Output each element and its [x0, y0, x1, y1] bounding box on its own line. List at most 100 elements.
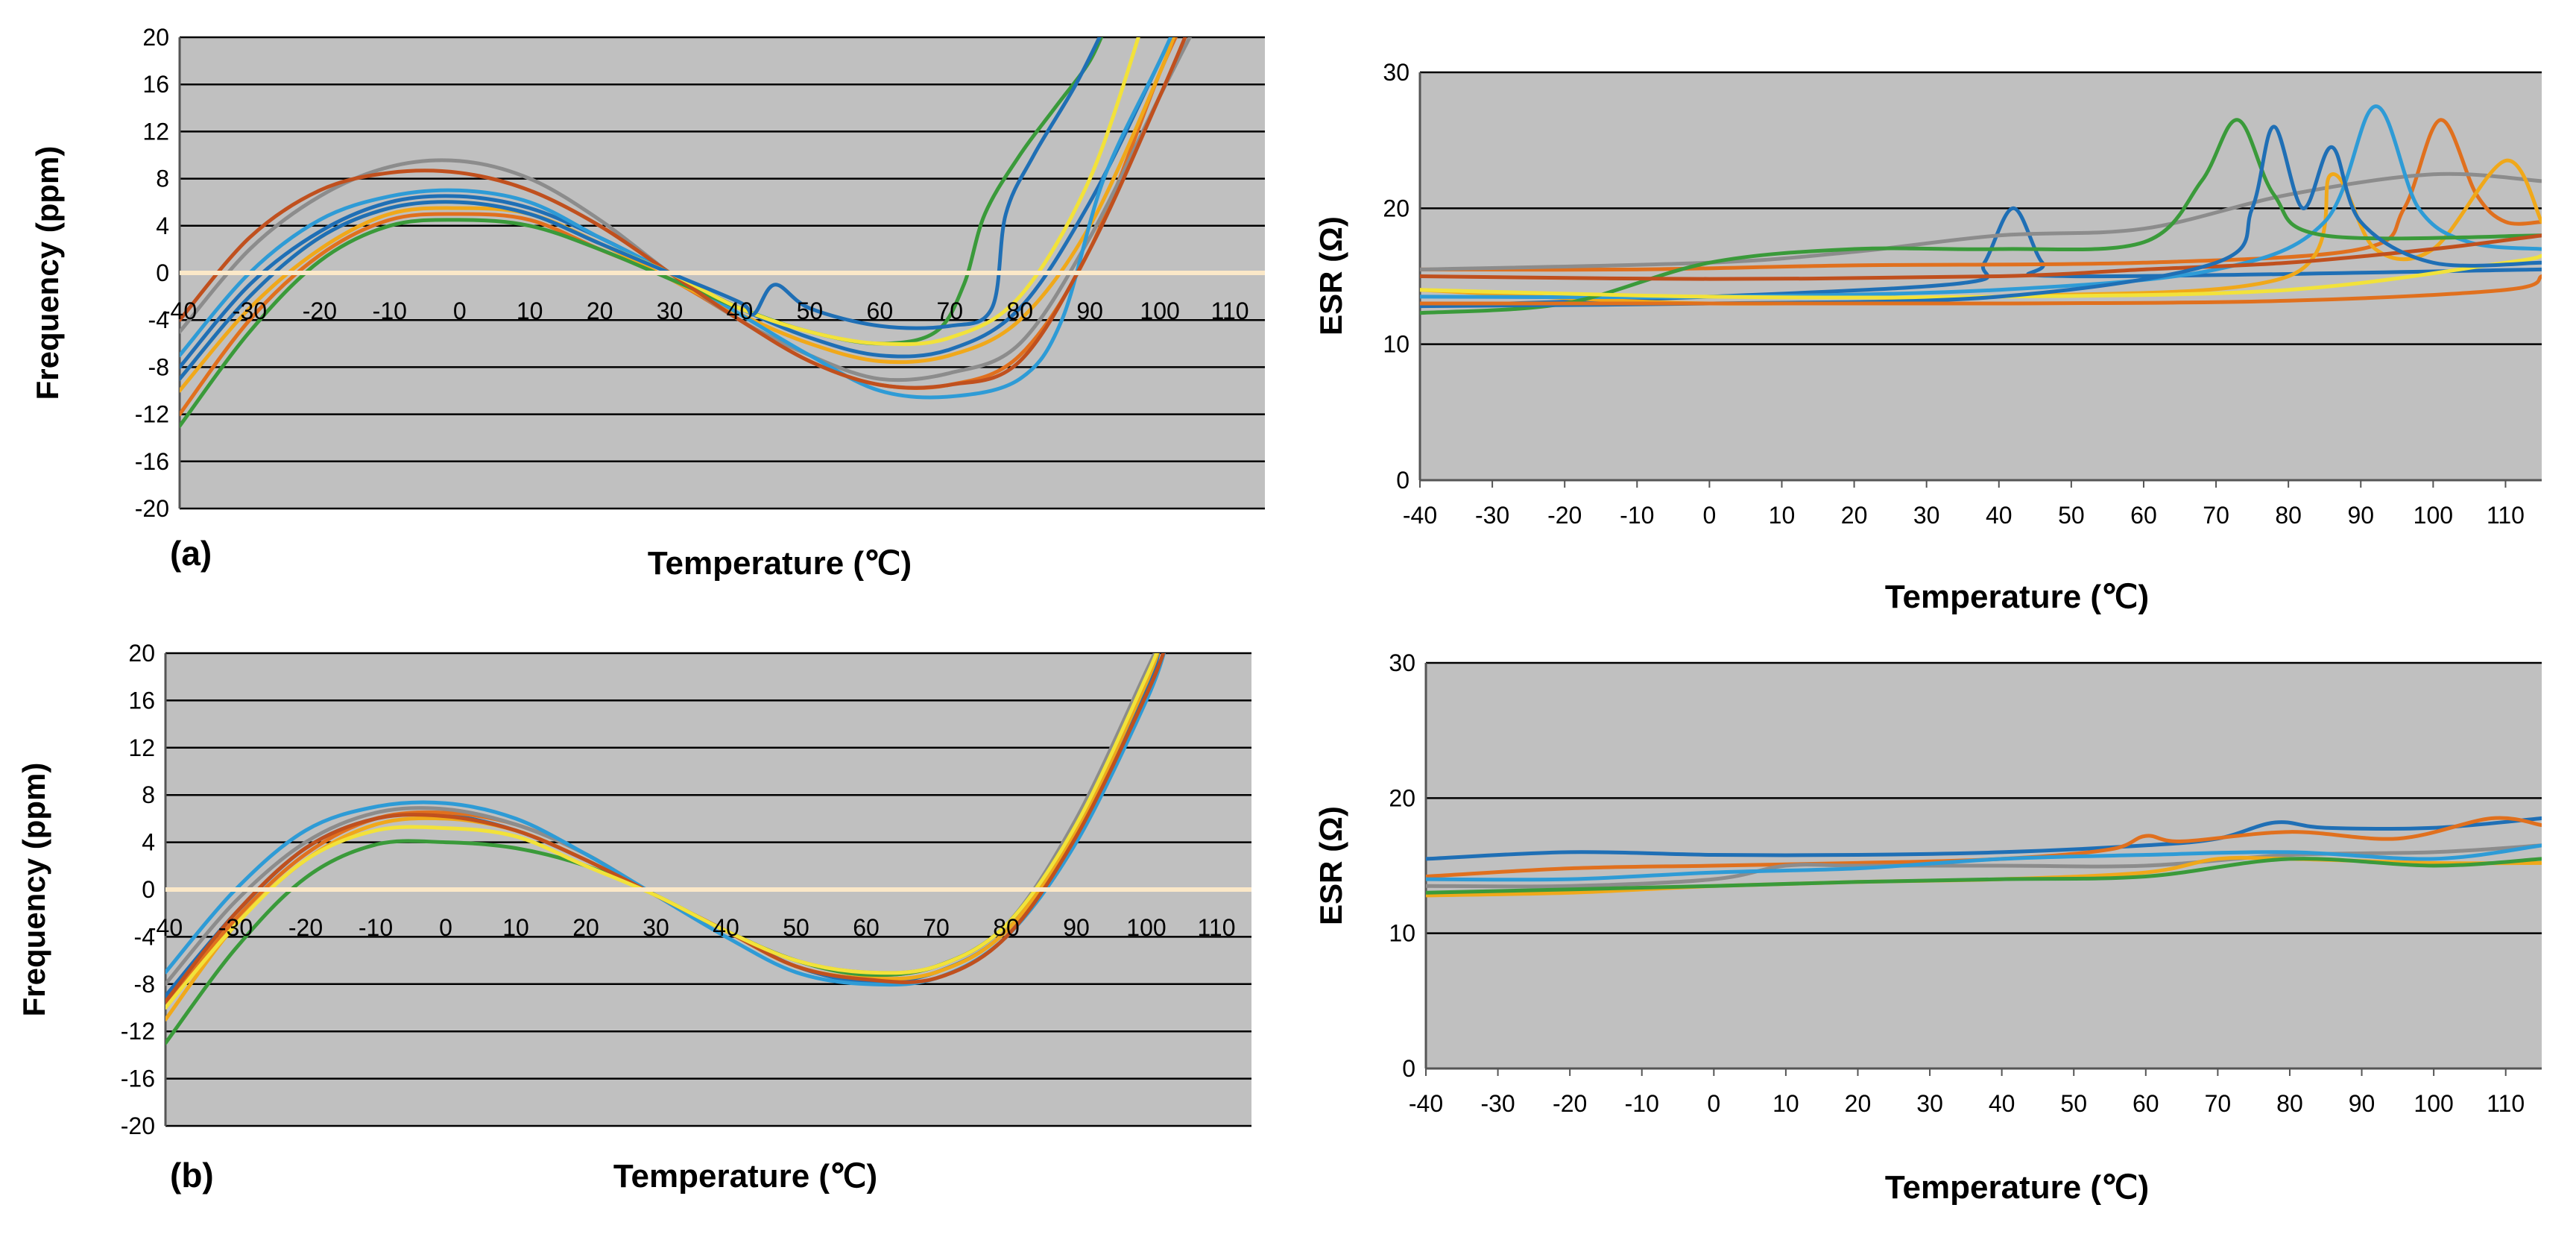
y-tick-label-1: 16: [142, 71, 169, 98]
x-tick-label-6: 20: [587, 298, 613, 324]
y-axis-label: Frequency (ppm): [30, 146, 65, 400]
grid-lines: [1424, 661, 2542, 1076]
y-tick-label-2: 12: [142, 118, 169, 145]
x-tick-label-3: -10: [1625, 1090, 1659, 1117]
x-axis-label: Temperature (℃): [1885, 579, 2149, 615]
chart-frequency-b: -40 -30 -20 -10 0 10 20 30 40 50 60 70 80 90 100 110 20…: [16, 640, 1251, 1194]
x-tick-label-10: 60: [2130, 502, 2157, 529]
y-tick-label-3: 30: [1389, 649, 1415, 676]
y-tick-label-3: 8: [156, 166, 169, 192]
x-tick-labels: -40 -30 -20 -10 0 10 20 30 40 50 60 70 80 90 100 110: [1403, 502, 2525, 529]
x-tick-label-7: 30: [657, 298, 684, 324]
x-tick-label-2: -20: [288, 914, 323, 941]
x-tick-label-10: 60: [867, 298, 894, 324]
x-tick-label-6: 20: [1845, 1090, 1872, 1117]
y-tick-label-8: -12: [135, 401, 169, 428]
y-tick-label-9: -16: [135, 448, 169, 475]
x-tick-label-2: -20: [1547, 502, 1582, 529]
x-tick-label-9: 50: [783, 914, 809, 941]
y-tick-label-2: 12: [128, 734, 155, 761]
x-tick-label-4: 0: [1707, 1090, 1720, 1117]
y-axis-label: Frequency (ppm): [16, 763, 51, 1017]
x-tick-label-8: 40: [713, 914, 739, 941]
series-line-s7: [1420, 233, 2542, 281]
x-tick-label-0: -40: [1403, 502, 1437, 529]
x-tick-label-3: -10: [1620, 502, 1654, 529]
series-line-s9: [180, 37, 1102, 381]
series-line-s7: [180, 37, 1187, 390]
y-tick-label-2: 20: [1383, 195, 1409, 221]
series-layer: [1420, 104, 2542, 315]
x-tick-label-0: -40: [162, 298, 197, 324]
y-tick-label-0: 20: [142, 24, 169, 51]
x-tick-label-2: -20: [1553, 1090, 1587, 1117]
series-line-s1: [1426, 816, 2542, 861]
x-tick-label-4: 0: [1702, 502, 1716, 529]
y-tick-label-5: 0: [142, 876, 155, 903]
x-tick-label-11: 70: [2205, 1090, 2232, 1117]
x-tick-label-2: -20: [303, 298, 337, 324]
x-tick-label-0: -40: [148, 914, 183, 941]
y-tick-label-6: -4: [148, 306, 169, 333]
x-tick-labels: -40 -30 -20 -10 0 10 20 30 40 50 60 70 80 90 100 110: [1409, 1090, 2525, 1117]
series-line-s5: [1426, 843, 2542, 882]
x-tick-label-4: 0: [453, 298, 467, 324]
x-tick-label-15: 110: [2487, 502, 2525, 529]
x-tick-labels: -40 -30 -20 -10 0 10 20 30 40 50 60 70 80 90 100 110: [162, 298, 1249, 324]
y-tick-label-2: 20: [1389, 784, 1415, 811]
panel-label-a: (a): [170, 534, 212, 573]
series-layer: [180, 37, 1265, 428]
x-tick-label-13: 90: [1063, 914, 1090, 941]
x-tick-label-11: 70: [936, 298, 963, 324]
chart-frequency-a: -40 -30 -20 -10 0 10 20 30 40 50 60 70 80 90 100 110 20…: [30, 24, 1265, 582]
chart-esr-b: -40 -30 -20 -10 0 10 20 30 40 50 60 70 80 90 100 110 0 1…: [1313, 649, 2542, 1206]
x-tick-label-10: 60: [853, 914, 880, 941]
x-tick-label-15: 110: [1197, 914, 1235, 941]
y-tick-label-5: 0: [156, 259, 169, 286]
x-tick-label-7: 30: [643, 914, 669, 941]
x-tick-label-15: 110: [2487, 1090, 2525, 1117]
x-tick-label-0: -40: [1409, 1090, 1443, 1117]
y-tick-label-10: -20: [135, 495, 169, 522]
x-tick-label-6: 20: [572, 914, 599, 941]
x-tick-label-11: 70: [2203, 502, 2229, 529]
series-line-s3: [1426, 843, 2542, 889]
x-tick-label-8: 40: [1986, 502, 2012, 529]
series-line-s10: [1420, 274, 2542, 306]
x-tick-label-3: -10: [359, 914, 393, 941]
x-axis-label: Temperature (℃): [648, 545, 912, 582]
panel-label-b: (b): [170, 1156, 214, 1194]
y-axis-label: ESR (Ω): [1313, 216, 1348, 336]
y-tick-label-0: 20: [128, 640, 155, 667]
y-tick-labels: 20 16 12 8 4 0 -4 -8 -12 -16 -20: [135, 24, 169, 522]
x-tick-label-4: 0: [439, 914, 452, 941]
y-tick-label-0: 0: [1402, 1055, 1415, 1082]
x-tick-label-8: 40: [1989, 1090, 2015, 1117]
y-tick-label-7: -8: [148, 353, 169, 380]
x-tick-label-11: 70: [923, 914, 950, 941]
y-tick-labels: 0 10 20 30: [1383, 59, 1409, 494]
x-tick-label-14: 100: [2414, 502, 2453, 529]
x-axis-label: Temperature (℃): [1885, 1169, 2149, 1206]
x-tick-label-13: 90: [2349, 1090, 2375, 1117]
x-tick-label-1: -30: [1475, 502, 1509, 529]
y-tick-label-7: -8: [134, 971, 155, 998]
series-group: [1426, 816, 2542, 898]
y-tick-label-9: -16: [121, 1066, 155, 1092]
series-line-s6: [1426, 857, 2542, 895]
series-layer: [1426, 816, 2542, 898]
y-tick-labels: 0 10 20 30: [1389, 649, 1415, 1082]
x-tick-label-1: -30: [218, 914, 253, 941]
y-tick-label-8: -12: [121, 1018, 155, 1045]
y-tick-labels: 20 16 12 8 4 0 -4 -8 -12 -16 -20: [121, 640, 155, 1139]
x-tick-label-10: 60: [2133, 1090, 2159, 1117]
y-tick-label-3: 8: [142, 781, 155, 808]
x-tick-label-6: 20: [1841, 502, 1868, 529]
x-tick-label-14: 100: [1140, 298, 1179, 324]
series-group: [1420, 104, 2542, 315]
series-line-s5: [165, 653, 1167, 987]
x-tick-label-9: 50: [2058, 502, 2085, 529]
y-tick-label-4: 4: [142, 829, 155, 856]
x-tick-label-15: 110: [1211, 298, 1249, 324]
